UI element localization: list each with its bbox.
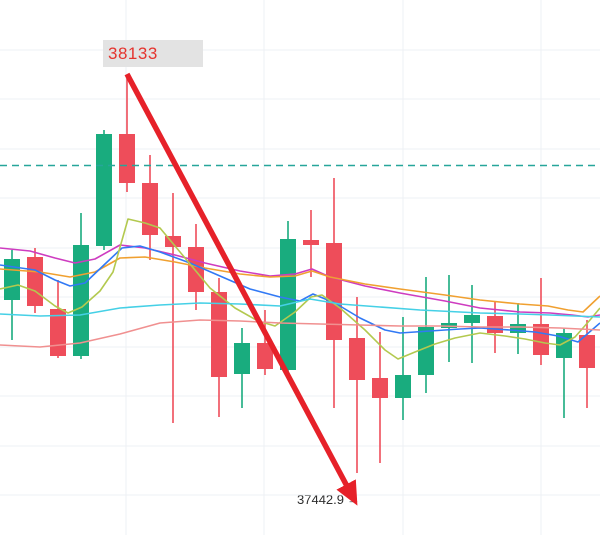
high-price-value: 38133 [108, 43, 158, 63]
ma-salmon [0, 319, 600, 348]
moving-average-lines [0, 218, 600, 360]
ma-yellow-green [0, 218, 600, 360]
low-price-value: 37442.9 [297, 492, 344, 507]
ma-magenta [0, 244, 600, 318]
trend-down-arrow [124, 72, 358, 506]
ma-cyan [0, 298, 600, 318]
candles [4, 75, 595, 473]
ma-orange [0, 256, 600, 313]
high-price-label: 38133 [103, 40, 203, 67]
